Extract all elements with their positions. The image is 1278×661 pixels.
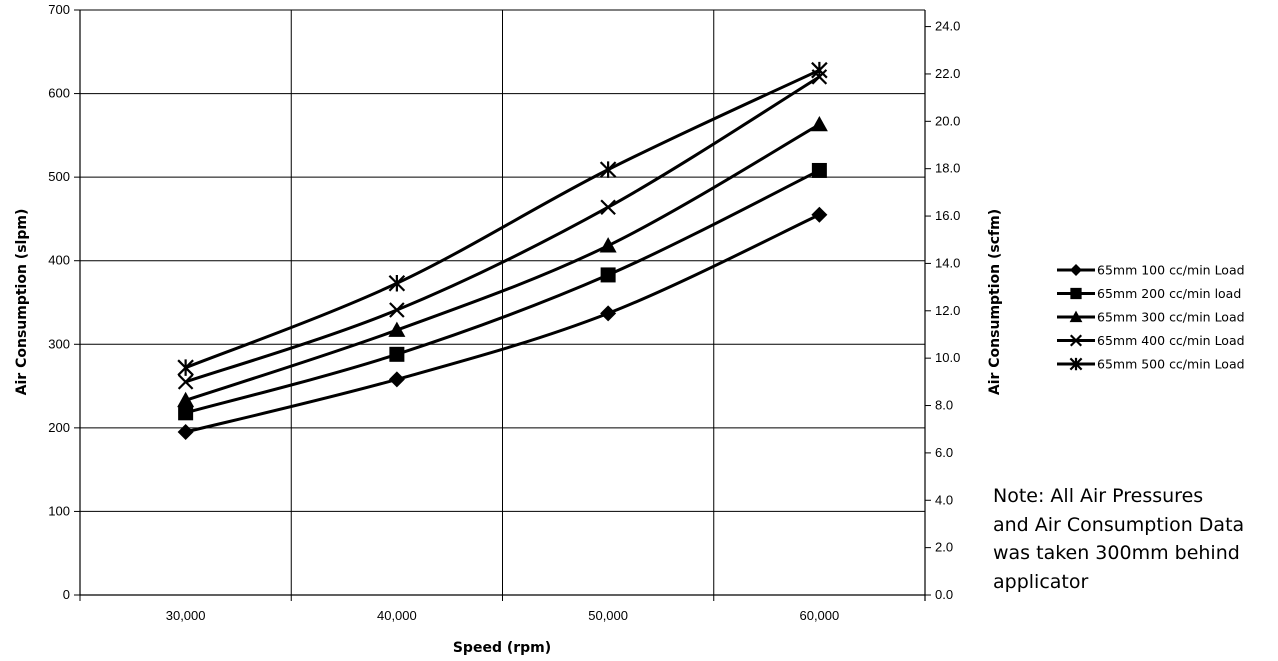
- y2-tick-label: 2.0: [935, 540, 953, 555]
- data-point: [389, 302, 405, 318]
- data-point: [600, 267, 616, 283]
- data-point: [810, 115, 828, 132]
- y2-tick-label: 22.0: [935, 66, 960, 81]
- y2-axis-title: Air Consumption (scfm): [987, 209, 1003, 395]
- data-point: [388, 275, 406, 292]
- series-lines: [185, 68, 821, 434]
- x-tick-label: 50,000: [588, 608, 628, 623]
- data-point: [811, 162, 827, 178]
- y-tick-label: 0: [63, 587, 70, 602]
- legend-swatch-marker: [1070, 287, 1082, 300]
- data-point: [388, 321, 406, 337]
- axes: 0 100 200 300 400 500 600 700 30,000 40,000 50,000…: [48, 2, 960, 623]
- note-line-1: Note: All Air Pressures: [993, 485, 1203, 507]
- y2-tick-label: 6.0: [935, 445, 953, 460]
- y2-tick-label: 20.0: [935, 113, 960, 128]
- y2-tick-label: 14.0: [935, 255, 960, 270]
- x-axis-title: Speed (rpm): [453, 640, 551, 656]
- data-point: [389, 346, 405, 362]
- x-tick-label: 40,000: [377, 608, 417, 623]
- data-point: [177, 374, 194, 390]
- grid-lines: [80, 9, 925, 596]
- y-tick-label: 700: [48, 2, 70, 17]
- legend: 65mm 100 cc/min Load 65mm 200 cc/min load…: [1057, 263, 1245, 372]
- y-tick-label: 200: [48, 420, 70, 435]
- y-axis-title: Air Consumption (slpm): [14, 209, 30, 396]
- series-line: [185, 123, 821, 402]
- legend-swatch-marker: [1069, 310, 1083, 323]
- legend-swatch-marker: [1069, 357, 1083, 371]
- y2-tick-label: 12.0: [935, 303, 960, 318]
- y2-tick-label: 8.0: [935, 398, 953, 413]
- legend-swatch-marker: [1070, 264, 1082, 276]
- y2-tick-label: 18.0: [935, 161, 960, 176]
- data-point: [177, 391, 195, 408]
- legend-label: 65mm 300 cc/min Load: [1097, 310, 1245, 325]
- note: Note: All Air Pressures and Air Consumpt…: [993, 485, 1244, 593]
- legend-swatch-marker: [1069, 334, 1083, 347]
- data-point: [388, 371, 405, 388]
- x-tick-label: 30,000: [166, 608, 206, 623]
- data-point: [600, 199, 616, 216]
- y2-tick-label: 24.0: [935, 19, 960, 34]
- y2-tick-label: 4.0: [935, 492, 953, 507]
- data-point: [177, 424, 194, 441]
- y2-tick-label: 16.0: [935, 208, 960, 223]
- data-point: [600, 305, 617, 322]
- legend-label: 65mm 500 cc/min Load: [1097, 357, 1245, 372]
- data-point: [177, 359, 194, 376]
- note-line-4: applicator: [993, 571, 1088, 593]
- series-markers: [177, 61, 828, 441]
- data-point: [811, 61, 828, 79]
- data-point: [178, 405, 194, 421]
- x-tick-label: 60,000: [799, 608, 839, 623]
- y-tick-label: 400: [48, 253, 70, 268]
- data-point: [599, 161, 617, 178]
- series-line: [185, 75, 821, 384]
- series-line: [185, 213, 821, 434]
- series-line: [185, 169, 821, 415]
- data-point: [811, 206, 828, 223]
- y-tick-label: 300: [48, 336, 70, 351]
- y2-tick-label: 10.0: [935, 350, 960, 365]
- y-tick-label: 500: [48, 169, 70, 184]
- note-line-2: and Air Consumption Data: [993, 514, 1244, 536]
- legend-label: 65mm 100 cc/min Load: [1097, 263, 1245, 278]
- series-line: [185, 68, 821, 370]
- note-line-3: was taken 300mm behind: [993, 542, 1240, 564]
- y-tick-label: 100: [48, 503, 70, 518]
- y2-tick-label: 0.0: [935, 587, 953, 602]
- legend-label: 65mm 400 cc/min Load: [1097, 333, 1245, 348]
- y-tick-label: 600: [48, 86, 70, 101]
- legend-label: 65mm 200 cc/min load: [1097, 286, 1241, 301]
- data-point: [599, 237, 617, 253]
